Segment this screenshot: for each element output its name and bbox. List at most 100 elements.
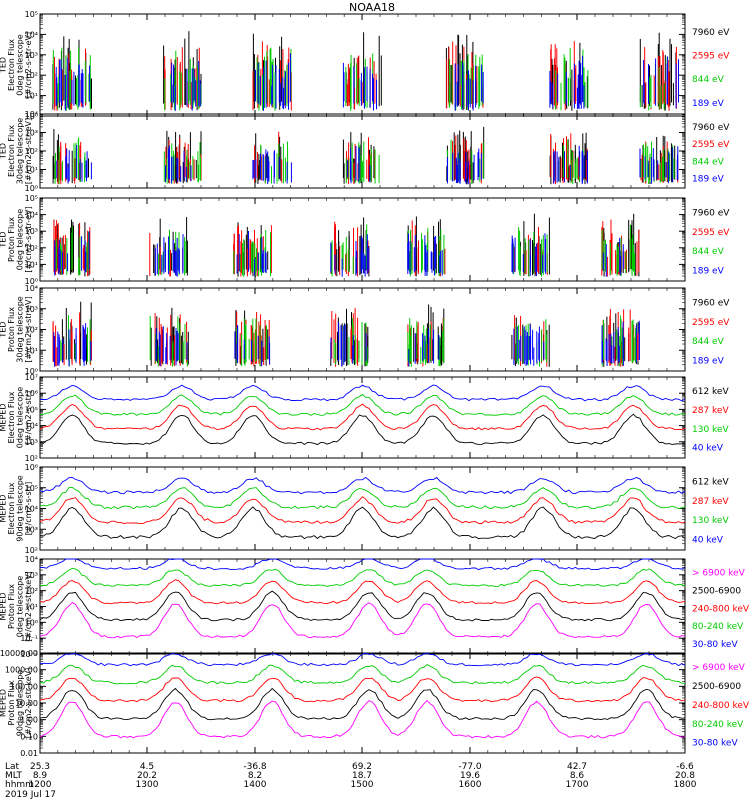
y-axis-label-line: MEPED: [0, 689, 7, 717]
legend: 7960 eV 2595 eV 844 eV 189 eV: [692, 28, 730, 109]
legend: 612 keV 287 keV 130 keV 40 keV: [692, 477, 729, 545]
legend-entry: 2595 eV: [692, 140, 730, 150]
data-marks: [52, 301, 640, 367]
series-line: [40, 567, 686, 588]
footer-value: 1400: [244, 780, 267, 790]
y-tick-label: 10²: [25, 244, 38, 253]
series-line: [39, 602, 686, 639]
y-tick-label: 10⁵: [25, 194, 38, 203]
panel-8: 0.01 0.10 1.00 10.00 100.00 1000.00 10000.00 ME…: [0, 649, 750, 758]
series-line: [39, 506, 686, 540]
footer-value: -6.6: [676, 762, 694, 772]
legend-entry: 7960 eV: [692, 298, 730, 308]
y-axis-label: MEPEDElectron Flux90deg telescope[#/cm2-…: [0, 475, 33, 542]
series-line: [39, 476, 686, 495]
footer-value: 1300: [136, 780, 159, 790]
y-axis-label-line: 0deg telescope: [15, 576, 24, 637]
y-axis-label-line: Electron Flux: [7, 391, 16, 443]
legend-entry: 130 keV: [692, 516, 729, 526]
footer-value: 19.6: [460, 771, 480, 781]
legend-entry: 80-240 keV: [692, 720, 744, 730]
y-tick-label: 10³: [25, 227, 38, 236]
y-tick-label: 10⁰: [25, 184, 38, 193]
y-tick-label: 10⁰: [25, 367, 38, 376]
y-tick-label: 10⁷: [25, 373, 38, 382]
legend-entry: 2595 eV: [692, 52, 730, 62]
footer-value: 42.7: [567, 762, 587, 772]
footer-row-label: Lat: [5, 762, 20, 772]
panel-1: 10⁰ 10¹ 10² 10³ 10⁴ 10⁵ TEDElectron Flux0deg t…: [0, 10, 730, 121]
legend-entry: 844 eV: [692, 75, 725, 85]
y-axis-label-line: Proton Flux: [7, 307, 16, 352]
legend-entry: 2595 eV: [692, 318, 730, 328]
y-axis-label: TEDElectron Flux0deg telescope[#/cm2-s-s…: [0, 32, 33, 98]
y-tick-label: 10²: [25, 546, 38, 555]
y-axis-label: TEDProton Flux0deg telescope[#/cm2-s-str…: [0, 206, 33, 272]
footer-row-label: hhmm: [5, 780, 34, 790]
y-axis-label-line: Electron Flux: [7, 482, 16, 534]
y-tick-label: 10⁴: [25, 211, 38, 220]
footer-value: 1700: [566, 780, 589, 790]
legend-entry: 189 eV: [692, 175, 725, 185]
y-axis-label-line: [#/cm2-s-str-eV]: [24, 32, 33, 98]
y-tick-label: 10000.00: [0, 649, 38, 658]
y-tick-label: 10⁰: [25, 618, 38, 627]
legend: 7960 eV 2595 eV 844 eV 189 eV: [692, 123, 730, 185]
y-tick-label: 10⁰: [25, 277, 38, 286]
footer-value: 20.8: [675, 771, 695, 781]
y-tick-label: 10³: [25, 51, 38, 60]
footer-value: 1200: [29, 780, 52, 790]
y-axis-label-line: TED: [0, 57, 7, 74]
y-tick-label: 10²: [25, 326, 38, 335]
series-line: [39, 403, 686, 431]
data-marks: [39, 558, 686, 639]
y-axis-label-line: [#/cm2-s-str-keV]: [24, 668, 33, 739]
series-line: [39, 384, 686, 402]
y-tick-label: 10⁴: [25, 30, 38, 39]
panel-5: 10² 10³ 10⁴ 10⁵ 10⁶ 10⁷ MEPEDElectron Flux0deg…: [0, 373, 729, 463]
data-marks: [39, 652, 686, 739]
y-axis-label-line: 0deg telescope: [15, 209, 24, 270]
legend-entry: 7960 eV: [692, 28, 730, 38]
legend-entry: 189 eV: [692, 99, 725, 109]
y-tick-label: 10⁴: [25, 284, 38, 293]
legend: > 6900 keV 2500-6900 240-800 keV 80-240 keV…: [692, 568, 750, 650]
y-axis-label-line: 30deg telescope: [15, 118, 24, 185]
legend-entry: 240-800 keV: [692, 701, 750, 711]
y-tick-label: 10²: [25, 71, 38, 80]
footer-value: 8.6: [570, 771, 585, 781]
legend-entry: 40 keV: [692, 444, 724, 454]
legend-entry: 7960 eV: [692, 208, 730, 218]
legend-entry: 287 keV: [692, 406, 729, 416]
series-line: [39, 393, 686, 416]
legend-entry: 2595 eV: [692, 228, 730, 238]
y-tick-label: 10⁶: [25, 389, 38, 398]
data-marks: [52, 126, 679, 185]
legend-entry: > 6900 keV: [692, 663, 746, 673]
footer-value: -36.8: [243, 762, 267, 772]
footer-row-label: MLT: [5, 771, 23, 781]
y-tick-label: 10²: [25, 587, 38, 596]
series-line: [39, 486, 686, 510]
legend: > 6900 keV 2500-6900 240-800 keV 80-240 keV…: [692, 663, 750, 748]
series-line: [39, 496, 686, 525]
chart-title: NOAA18: [349, 1, 395, 14]
y-axis-label: TEDProton Flux30deg telescope[#/cm2-s-st…: [0, 296, 33, 363]
legend-entry: 240-800 keV: [692, 604, 750, 614]
series-line: [39, 687, 686, 721]
series-line: [39, 652, 686, 667]
y-tick-label: 1000.00: [5, 666, 38, 675]
data-marks: [39, 476, 686, 540]
y-tick-label: 10⁵: [25, 10, 38, 19]
y-axis-label-line: TED: [0, 143, 7, 160]
y-axis-label-line: [#/cm2-s-str-eV]: [24, 206, 33, 272]
legend: 7960 eV 2595 eV 844 eV 189 eV: [692, 298, 730, 366]
y-axis-label-line: Proton Flux: [7, 584, 16, 629]
legend-entry: 40 keV: [692, 535, 724, 545]
data-marks: [53, 213, 640, 277]
y-tick-label: 10⁴: [25, 505, 38, 514]
series-line: [39, 676, 686, 703]
legend-entry: 844 eV: [692, 157, 725, 167]
